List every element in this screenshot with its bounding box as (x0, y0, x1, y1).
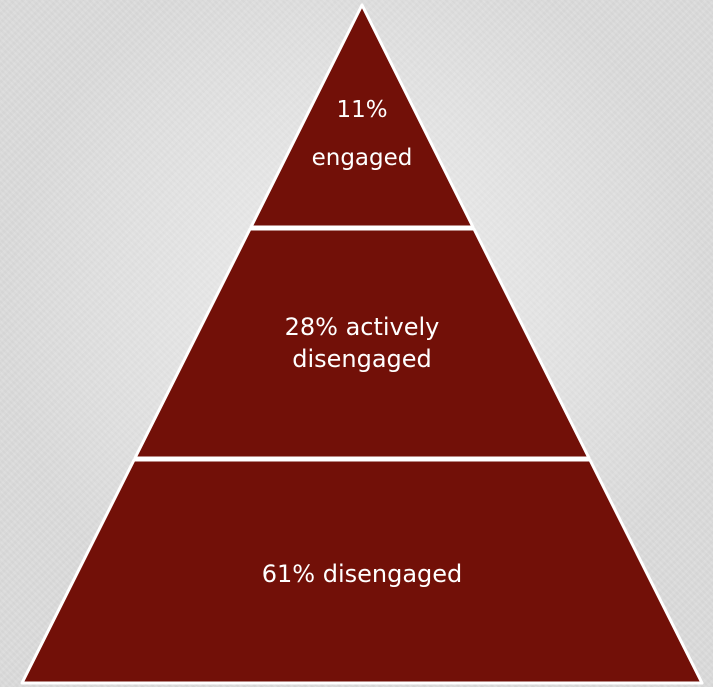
tier-top-percent: 11% (336, 97, 388, 123)
tier-top-label: 11% engaged (282, 96, 442, 172)
tier-middle-label: 28% actively disengaged (232, 311, 492, 375)
tier-middle-line-2: disengaged (292, 345, 432, 373)
pyramid-tier-top (249, 3, 475, 229)
tier-bottom-line-1: 61% disengaged (261, 560, 463, 588)
tier-top-description: engaged (311, 145, 413, 171)
pyramid-tier-middle (133, 227, 591, 460)
pyramid-tier-bottom (20, 458, 704, 685)
tier-bottom-label: 61% disengaged (192, 558, 532, 590)
tier-middle-line-1: 28% actively (284, 313, 440, 341)
